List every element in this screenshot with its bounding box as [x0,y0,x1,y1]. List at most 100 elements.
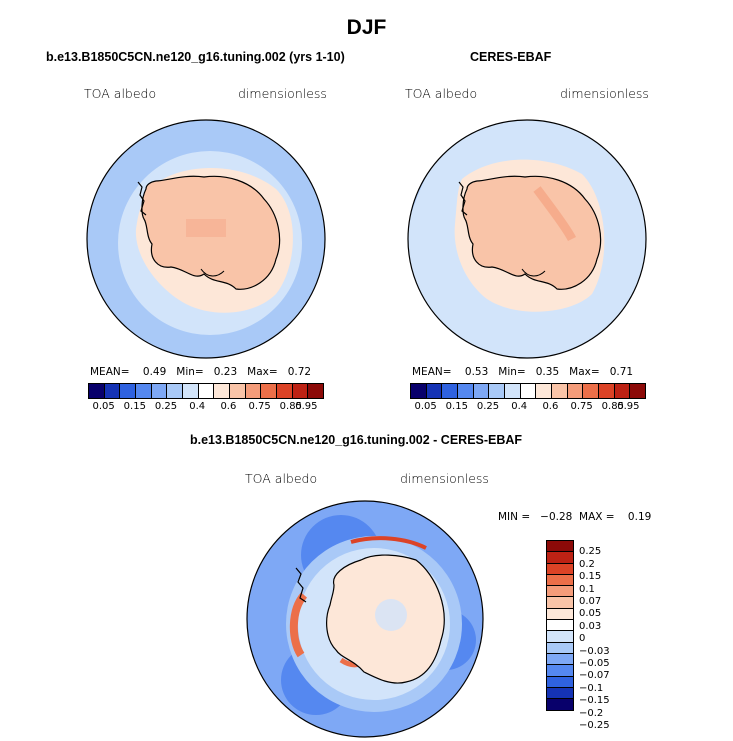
colorbar-box [136,384,152,398]
antarctic-peninsula [295,567,307,603]
colorbar-tick-label: 0.85 [601,401,624,412]
mean-label: MEAN= [90,366,130,378]
colorbar-tick-label: 0.95 [617,401,640,412]
colorbar-box [547,642,573,654]
max-value: 0.71 [609,366,634,378]
colorbar-box [583,384,600,398]
panel-1-variable: TOA albedo [84,86,157,101]
panel-2-variable: TOA albedo [405,86,478,101]
antarctica-landmass [141,175,281,290]
colorbar-box [426,384,443,398]
mean-label: MEAN= [412,366,452,378]
colorbar-tick-label: 0.75 [570,401,593,412]
colorbar-box [547,665,573,677]
colorbar-tick-label: −0.03 [579,645,610,657]
colorbar-box [547,687,573,700]
colorbar-tick-label: 0.2 [579,558,595,570]
diff-panel-title: b.e13.B1850C5CN.ne120_g16.tuning.002 - C… [190,433,523,447]
colorbar-box [198,384,215,398]
mean-value: 0.53 [464,366,489,378]
antarctica-landmass [462,175,602,290]
panel-1-stats: MEAN= 0.49 Min= 0.23 Max= 0.72 [90,366,311,378]
colorbar-box [230,384,246,398]
ross-ice-shelf [200,268,225,277]
min-value: 0.23 [213,366,238,378]
colorbar-tick-label: 0.15 [579,571,602,583]
colorbar-box [547,552,573,564]
colorbar-box [536,384,553,398]
colorbar-tick-label: 0.6 [220,401,237,412]
colorbar-tick-label: 0.15 [123,401,146,412]
colorbar-tick-label: 0.07 [579,596,602,607]
map-border [86,119,326,359]
diff-positive-peninsula [289,592,308,658]
max-value: 0.72 [287,366,312,378]
antarctic-peninsula [137,181,147,216]
colorbar-box [245,384,262,398]
colorbar-box [489,384,506,398]
max-label: Max= [247,366,278,378]
colorbar-tick-label: −0.15 [579,695,610,707]
colorbar-tick-label: −0.07 [579,670,610,682]
colorbar-box [151,384,168,398]
colorbar-tick-label: −0.2 [579,707,604,719]
colorbar-box [308,384,324,398]
colorbar-box [547,631,573,643]
colorbar-box [547,586,573,598]
diff-positive-coast-north [350,536,427,550]
colorbar-tick-label: 0.1 [579,583,595,595]
colorbar-tick-label: 0.15 [445,401,468,412]
diff-neg-plateau [375,599,407,631]
panel-1-map [86,119,326,359]
colorbar-box [120,384,137,398]
colorbar-box [547,699,573,711]
colorbar-box [167,384,184,398]
panel-2-colorbar-labels: 0.05 0.15 0.25 0.4 0.6 0.75 0.85 0.95 [410,401,644,415]
colorbar-tick-label: 0.25 [579,546,602,558]
plateau-high-albedo [533,186,577,242]
colorbar-tick-label: −0.1 [579,682,604,694]
colorbar-tick-label: 0.85 [279,401,302,412]
colorbar-tick-label: 0.6 [542,401,559,412]
colorbar-tick-label: 0.25 [154,401,178,412]
colorbar-box [547,574,573,587]
panel-1-title: b.e13.B1850C5CN.ne120_g16.tuning.002 (yr… [46,50,345,64]
colorbar-box [473,384,490,398]
colorbar-box [104,384,121,398]
colorbar-tick-label: 0.03 [579,620,602,632]
colorbar-tick-label: 0.75 [248,401,271,412]
colorbar-box [547,563,573,575]
colorbar-box [183,384,199,398]
colorbar-box [520,384,537,398]
colorbar-box [547,653,573,666]
colorbar-box [292,384,309,398]
panel-1-units: dimensionless [238,86,327,101]
colorbar-box [547,620,573,632]
colorbar-box [89,384,105,398]
colorbar-tick-label: 0.25 [476,401,500,412]
figure-title: DJF [346,16,387,39]
colorbar-box [547,541,573,553]
diff-colorbar [546,540,574,712]
map-border [407,119,647,359]
diff-panel-variable: TOA albedo [245,471,318,486]
colorbar-tick-label: 0.05 [579,608,602,620]
panel-2-stats: MEAN= 0.53 Min= 0.35 Max= 0.71 [412,366,633,378]
colorbar-box [442,384,459,398]
colorbar-box [552,384,568,398]
colorbar-box [411,384,427,398]
colorbar-box [630,384,646,398]
colorbar-box [599,384,615,398]
colorbar-tick-label: −0.25 [579,720,610,731]
colorbar-tick-label: 0.4 [511,401,528,412]
min-value: 0.35 [535,366,560,378]
colorbar-box [214,384,231,398]
min-label: Min= [176,366,204,378]
colorbar-box [505,384,521,398]
colorbar-tick-label: 0.4 [189,401,206,412]
colorbar-box [277,384,293,398]
colorbar-tick-label: −0.05 [579,658,610,669]
antarctic-peninsula [458,181,468,216]
mean-value: 0.49 [142,366,167,378]
min-label: Min= [498,366,526,378]
